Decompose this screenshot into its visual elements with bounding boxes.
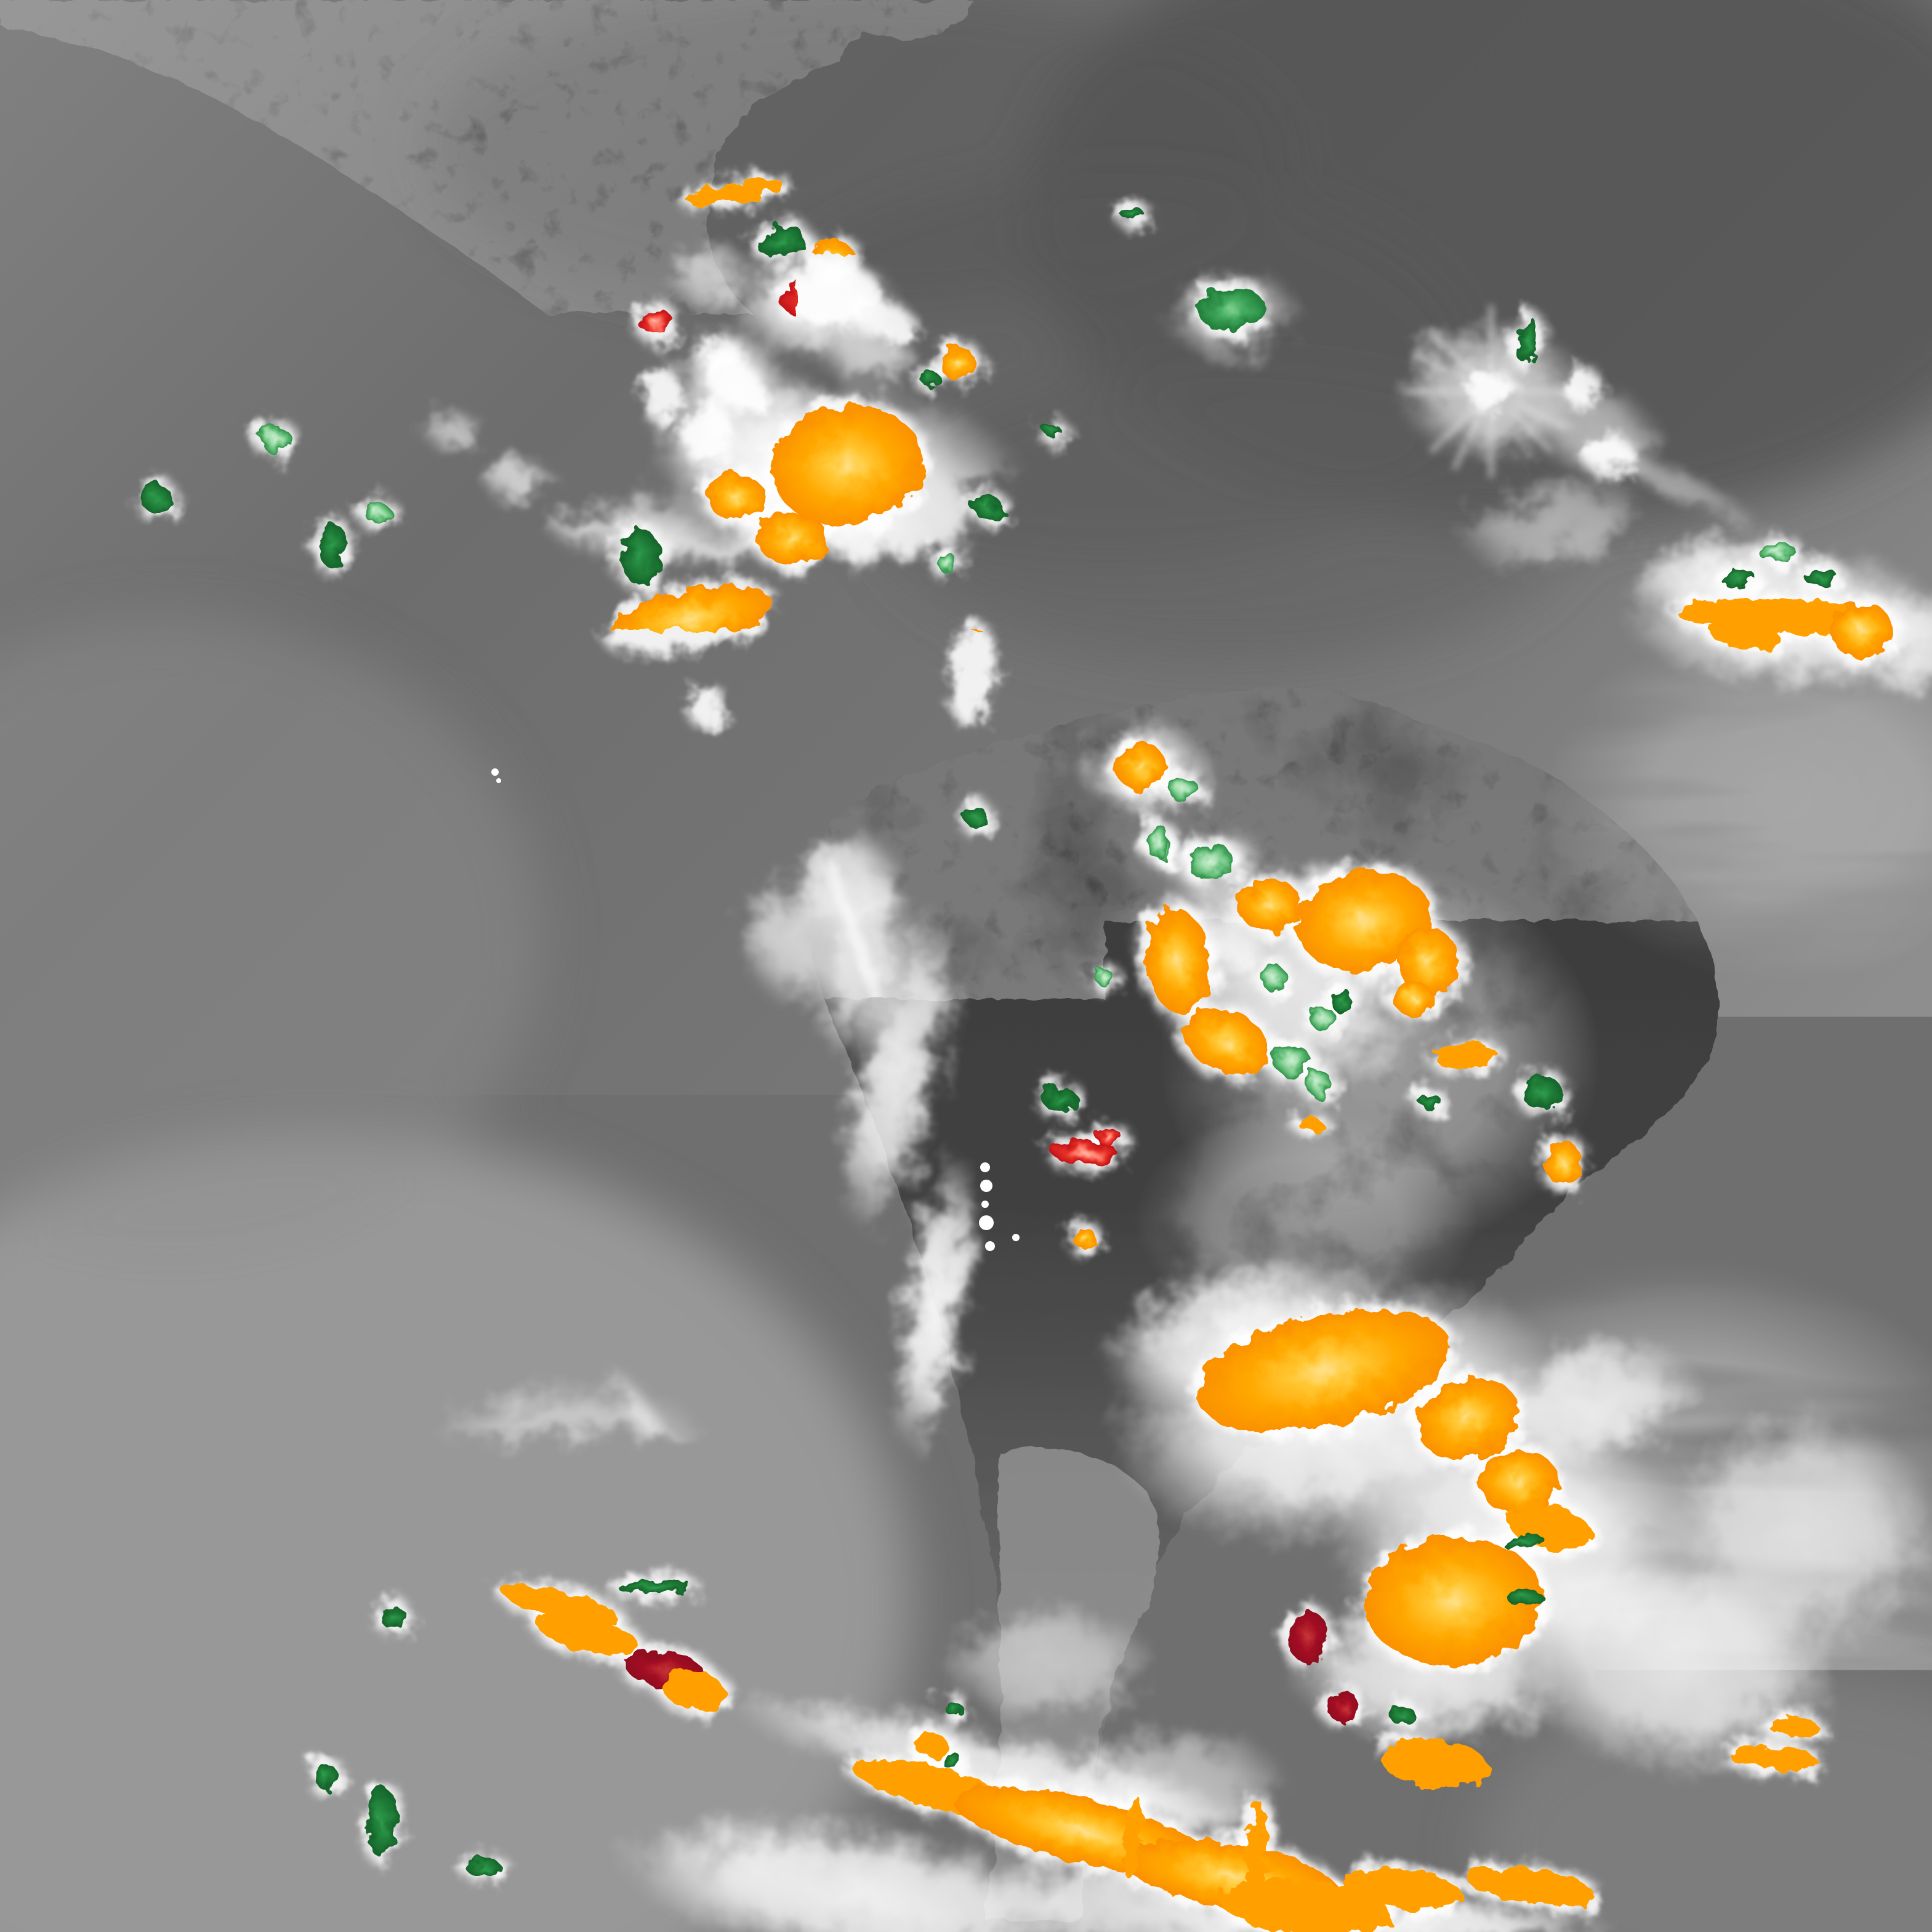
cell-g-cl-1	[1146, 825, 1171, 859]
cell-r-top-w2	[650, 374, 677, 421]
cell-g-c-4	[965, 807, 988, 829]
cloud-mass-2	[813, 545, 1047, 698]
cell-g-cl-3	[1261, 964, 1286, 991]
cell-o-cl-se	[1547, 1140, 1581, 1187]
cell-o-se-far2	[1768, 1719, 1817, 1734]
cell-g-cl-7	[1308, 1069, 1330, 1098]
cloud-mass-48	[502, 678, 557, 713]
cell-g-se-3	[1389, 1707, 1416, 1724]
cell-g-pac-big	[621, 528, 660, 585]
cell-o-ne-1	[1566, 373, 1596, 400]
cell-g-pac-4	[318, 523, 347, 568]
cloud-mass-53	[549, 512, 608, 547]
cloud-mass-26	[741, 864, 859, 1007]
cell-g-ne2	[921, 372, 941, 387]
cloud-mass-46	[436, 719, 500, 759]
cell-g-carib-2	[1122, 207, 1144, 222]
cell-g-c-2	[937, 550, 954, 573]
white-speck-6	[491, 768, 499, 776]
white-speck-0	[980, 1162, 990, 1172]
cell-g-amz-3	[1095, 970, 1114, 985]
cell-o-cl-r2	[1394, 981, 1433, 1016]
white-speck-3	[979, 1215, 994, 1230]
cell-g-s-2	[943, 1753, 963, 1771]
cell-o-amz	[1117, 743, 1166, 792]
cell-o-andes	[1074, 1228, 1096, 1250]
cell-g-c-3	[1045, 426, 1063, 438]
cloud-mass-50	[618, 709, 662, 739]
cloud-mass-56	[320, 27, 468, 76]
cloud-mass-52	[480, 458, 554, 502]
cell-o-strip-e2	[1830, 603, 1894, 658]
cell-o-main-s	[756, 512, 827, 564]
cloud-mass-47	[345, 772, 394, 804]
cell-g-strip-n3	[1804, 569, 1838, 586]
cell-o-s-1	[915, 1733, 947, 1757]
cell-g-cl-8	[1419, 1093, 1441, 1108]
cell-g-amz-1	[1167, 776, 1197, 800]
cell-o-cl-s	[1299, 1119, 1324, 1132]
cloud-mass-54	[421, 413, 485, 449]
white-speck-4	[985, 1241, 995, 1251]
cell-r-top-w1	[640, 308, 672, 337]
white-speck-2	[981, 1201, 989, 1208]
cell-g-sw-1	[382, 1606, 406, 1630]
cell-o-top-1	[810, 240, 855, 275]
cell-o-cl-1	[1238, 879, 1302, 931]
cell-g-cl-9	[1523, 1076, 1563, 1111]
cell-g-s-1	[946, 1702, 963, 1717]
cell-g-sw-2	[316, 1765, 339, 1792]
cloud-mass-32	[1667, 1409, 1932, 1650]
white-speck-7	[496, 778, 501, 783]
white-speck-1	[980, 1180, 992, 1192]
cell-g-andes	[1043, 1087, 1077, 1112]
cell-g-pac-3	[364, 504, 392, 523]
cell-g-sw-4	[464, 1859, 501, 1874]
cloud-mass-44	[938, 1603, 1155, 1721]
cloud-mass-9	[664, 244, 757, 303]
satellite-image-viewport	[0, 0, 1932, 1932]
cell-c-se-2	[1327, 1691, 1359, 1723]
cell-g-c-1	[972, 497, 1004, 517]
cell-o-c-1	[693, 691, 720, 723]
cloud-mass-49	[230, 751, 275, 781]
cell-g-pac-1	[143, 483, 170, 515]
ir-satellite-map	[0, 0, 1932, 1932]
cell-o-ne2	[940, 347, 976, 379]
cell-g-cl-6	[1274, 1043, 1309, 1077]
white-speck-5	[1012, 1234, 1020, 1241]
cell-g-pac-2	[260, 427, 292, 452]
cell-g-cl-4	[1331, 986, 1351, 1013]
cloud-mass-51	[739, 771, 793, 805]
cell-g-cl-5	[1309, 1007, 1336, 1029]
